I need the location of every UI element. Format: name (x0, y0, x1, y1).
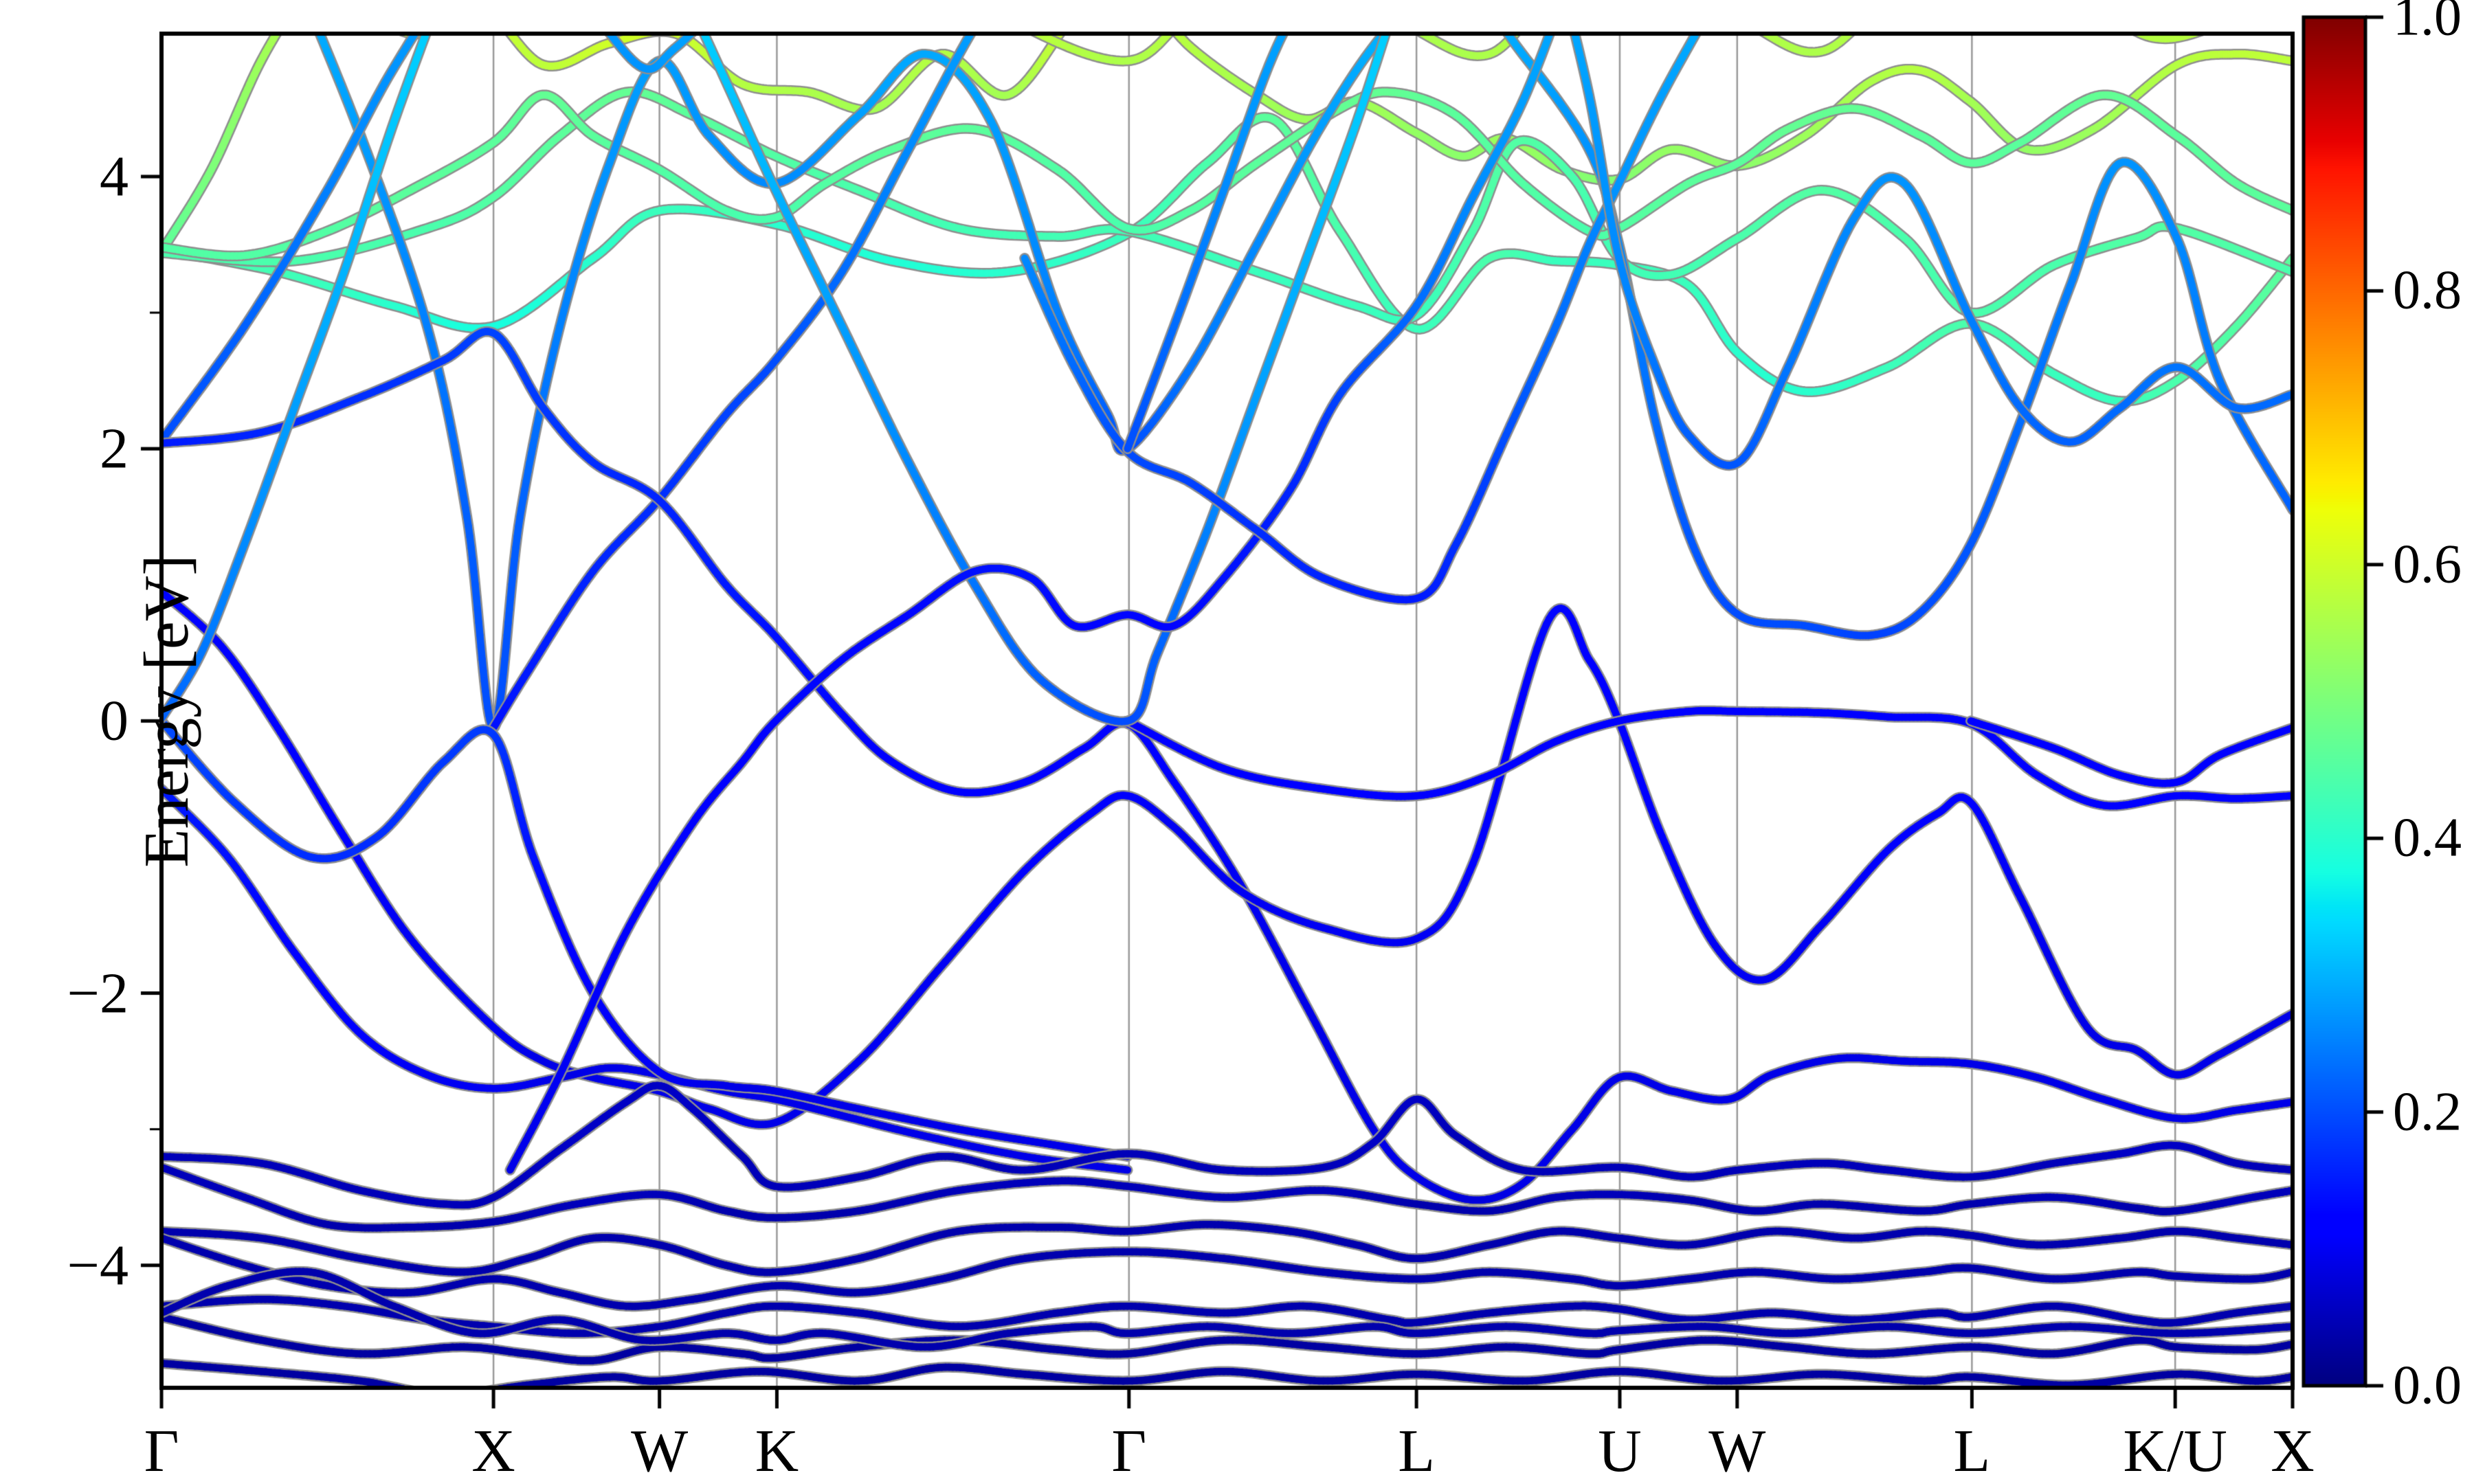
colorbar-tick-label: 0.0 (2393, 1355, 2462, 1416)
y-tick-label: 4 (100, 144, 129, 209)
x-tick-label: X (2271, 1418, 2315, 1484)
colorbar-tick-label: 1.0 (2393, 0, 2462, 47)
x-tick-label: Γ (144, 1418, 179, 1484)
x-tick-label: W (1708, 1418, 1766, 1484)
x-tick-label: U (1598, 1418, 1642, 1484)
colorbar-tick-label: 0.6 (2393, 534, 2462, 595)
x-tick-label: Γ (1111, 1418, 1147, 1484)
colorbar-tick-label: 0.4 (2393, 807, 2462, 868)
y-tick-label: 2 (100, 416, 129, 481)
x-tick-label: K (755, 1418, 799, 1484)
y-axis-title: Energy [eV] (131, 554, 201, 868)
y-tick-label: 0 (100, 688, 129, 753)
x-tick-label: L (1953, 1418, 1991, 1484)
x-tick-label: W (631, 1418, 689, 1484)
y-tick-label: −4 (67, 1233, 129, 1298)
y-tick-label: −2 (67, 961, 129, 1026)
x-tick-label: L (1398, 1418, 1436, 1484)
x-tick-label: X (471, 1418, 515, 1484)
x-tick-label: K/U (2123, 1418, 2227, 1484)
colorbar-tick-label: 0.2 (2393, 1081, 2462, 1143)
colorbar-tick-label: 0.8 (2393, 260, 2462, 321)
